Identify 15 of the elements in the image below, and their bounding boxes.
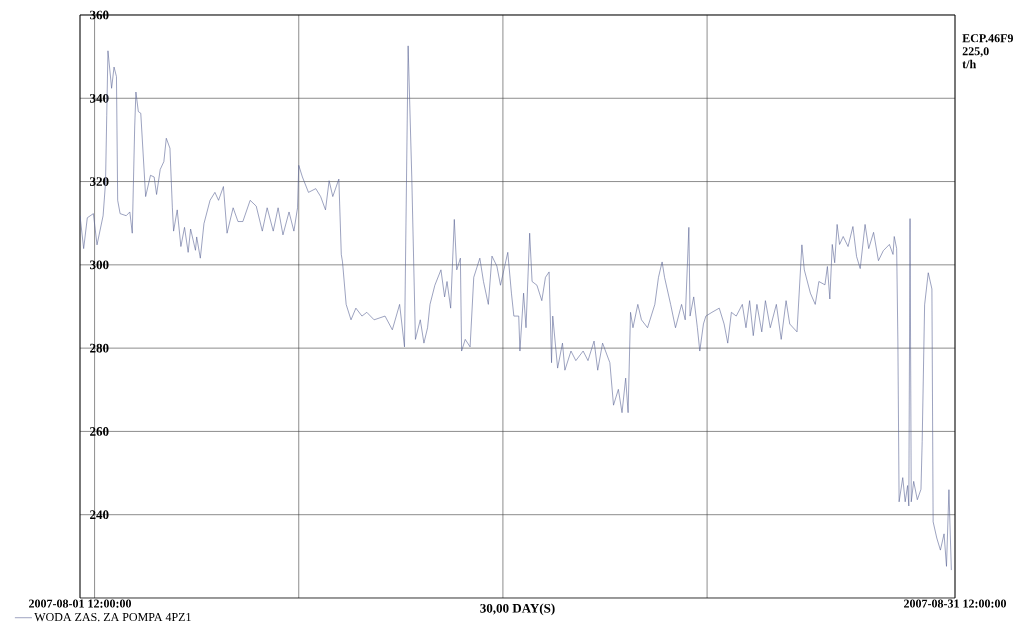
y-tick-label: 360: [90, 10, 109, 20]
y-tick-label: 340: [90, 93, 109, 103]
text: t/h: [962, 59, 977, 69]
y-tick-label: 300: [90, 260, 109, 270]
text: 225,0: [962, 47, 989, 57]
y-tick-label: 320: [90, 177, 109, 186]
text: ECP.46F9: [962, 34, 1014, 43]
x-tick-label: 2007-08-31 12:00:00: [904, 599, 1007, 608]
y-tick-label: 280: [90, 343, 109, 353]
legend-label: WODA ZAS. ZA POMPA 4PZ1: [34, 613, 191, 622]
x-axis-title: 30,00 DAY(S): [480, 603, 555, 616]
x-tick-label: 2007-08-01 12:00:00: [29, 599, 132, 608]
y-tick-label: 260: [90, 427, 109, 436]
line-series: [80, 45, 952, 571]
y-tick-label: 240: [90, 510, 109, 520]
